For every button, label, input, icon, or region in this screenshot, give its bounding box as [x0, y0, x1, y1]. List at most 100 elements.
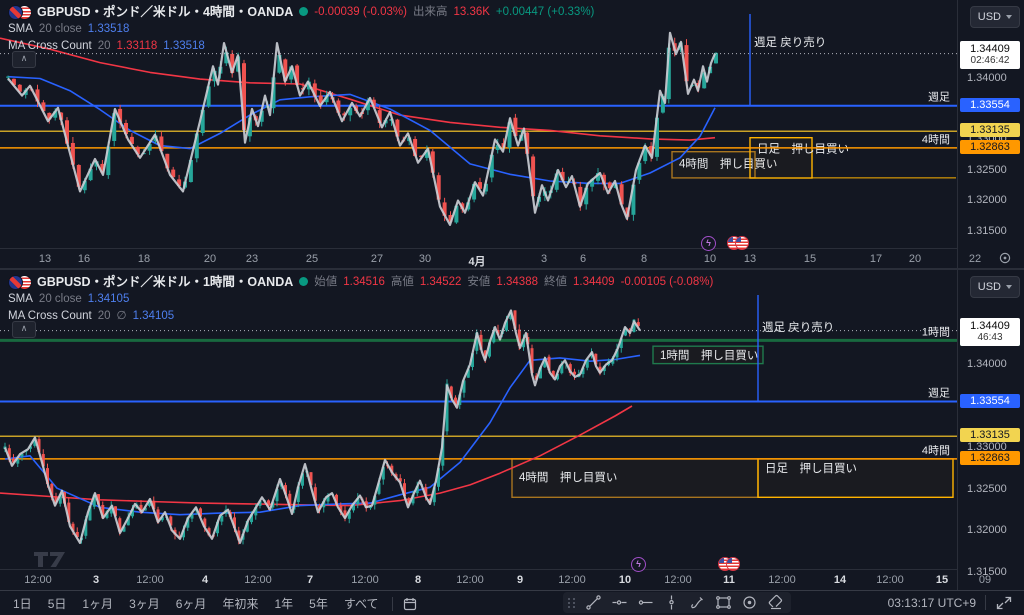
annotation-box [671, 150, 756, 179]
ma-cross-value-blue: 1.33518 [163, 39, 205, 52]
price-axis-4h[interactable]: 1.345001.340001.330001.325001.320001.315… [958, 0, 1024, 268]
last-price-value: 1.34409 [970, 43, 1010, 55]
chevron-down-icon [1006, 285, 1012, 289]
horizontal-line-tool-button[interactable] [633, 593, 657, 612]
horizontal-ray-tool-button[interactable] [607, 593, 631, 612]
symbol-title-4h[interactable]: GBPUSD・ポンド／米ドル・4時間・OANDA [37, 4, 294, 19]
range-tab-1ヶ月[interactable]: 1ヶ月 [82, 597, 114, 611]
sma-params: 20 close [38, 22, 82, 35]
time-tick: 6 [579, 253, 587, 265]
legend-1h: GBPUSD・ポンド／米ドル・1時間・OANDA 始値 1.34516 高値 1… [8, 273, 713, 324]
indicator-sma[interactable]: SMA [8, 292, 33, 305]
indicator-ma-cross[interactable]: MA Cross Count [8, 309, 92, 322]
chart-panel-1h: 1時間 押し目買い 4時間 押し目買い 日足 押し目買い 1時間 週足 4時間 週足 戻り売… [0, 270, 1024, 589]
time-tick: 15 [803, 253, 817, 265]
bar-countdown: 46:43 [977, 332, 1003, 343]
range-tab-5日[interactable]: 5日 [47, 597, 67, 611]
price-level-badge: 1.33554 [960, 98, 1020, 112]
ma-cross-empty-symbol: ∅ [116, 309, 127, 322]
annotation-box-label: 4時間 押し目買い [679, 157, 777, 171]
currency-unit-button[interactable]: USD [969, 6, 1020, 28]
fullscreen-icon[interactable] [996, 596, 1012, 610]
symbol-title-1h[interactable]: GBPUSD・ポンド／米ドル・1時間・OANDA [37, 274, 294, 289]
sma-params: 20 close [38, 292, 82, 305]
time-tick: 14 [833, 574, 847, 586]
price-level-badge: 1.33135 [960, 123, 1020, 137]
toolbar-divider [391, 596, 393, 611]
price-tick: 1.32000 [967, 524, 1007, 536]
price-tick: 1.31500 [967, 566, 1007, 578]
panel-divider[interactable] [0, 268, 1024, 270]
price-level-badge: 1.33135 [960, 428, 1020, 442]
axis-separator [957, 0, 958, 590]
us-economic-events-icon[interactable] [727, 236, 749, 250]
range-tab-5年[interactable]: 5年 [309, 597, 328, 611]
time-tick: 12:00 [351, 574, 379, 586]
candlestick-series [3, 310, 640, 545]
range-tab-年初来[interactable]: 年初来 [222, 597, 259, 611]
economic-event-icon[interactable]: ϟ [631, 557, 646, 572]
time-tick: 3 [540, 253, 548, 265]
range-tab-6ヶ月[interactable]: 6ヶ月 [175, 597, 207, 611]
vertical-line-tool-button[interactable] [659, 593, 683, 612]
brush-tool-button[interactable] [685, 593, 709, 612]
annotation-box-label: 日足 押し目買い [765, 461, 857, 475]
go-to-date-icon[interactable] [399, 594, 421, 614]
toolbar-drag-handle[interactable] [568, 597, 576, 608]
high-value: 1.34522 [419, 275, 462, 288]
annotation-note: 週足 戻り売り [754, 36, 826, 49]
time-axis-4h[interactable]: 13 16 18 20 23 25 27 30 4月 3 6 8 10 13 15 17 20 22 [0, 248, 981, 269]
circle-tool-button[interactable] [737, 593, 761, 612]
price-axis-1h[interactable]: 1.345001.340001.330001.325001.320001.315… [958, 270, 1024, 589]
time-tick: 13 [743, 253, 757, 265]
gbpusd-pair-icon [8, 4, 32, 20]
price-tick: 1.32500 [967, 164, 1007, 176]
collapse-legend-button[interactable]: ∧ [12, 51, 36, 68]
time-tick: 7 [306, 574, 314, 586]
currency-unit-label: USD [977, 281, 1001, 293]
range-tab-3ヶ月[interactable]: 3ヶ月 [129, 597, 160, 611]
annotation-box [749, 136, 813, 179]
indicator-ma-cross[interactable]: MA Cross Count [8, 39, 92, 52]
price-level-badge: 1.32863 [960, 451, 1020, 465]
axis-settings-icon[interactable] [997, 250, 1013, 266]
time-tick: 15 [935, 574, 949, 586]
currency-unit-label: USD [977, 11, 1001, 23]
currency-unit-button[interactable]: USD [969, 276, 1020, 298]
time-tick: 8 [414, 574, 422, 586]
annotation-box [652, 345, 764, 365]
range-tab-1日[interactable]: 1日 [13, 597, 32, 611]
price-tick: 1.32000 [967, 194, 1007, 206]
price-level-badge: 1.33554 [960, 394, 1020, 408]
us-economic-events-icon[interactable] [718, 557, 740, 571]
statusbar-divider [985, 595, 986, 610]
economic-event-icon[interactable]: ϟ [701, 236, 716, 251]
last-price-label: 1.34409 02:46:42 [960, 41, 1020, 69]
time-tick: 12:00 [558, 574, 586, 586]
time-tick: 10 [618, 574, 632, 586]
time-tick: 10 [703, 253, 717, 265]
price-tick: 1.32500 [967, 483, 1007, 495]
time-tick: 20 [203, 253, 217, 265]
time-tick: 13 [38, 253, 52, 265]
range-tab-1年[interactable]: 1年 [274, 597, 294, 611]
time-tick: 11 [723, 574, 735, 586]
indicator-sma[interactable]: SMA [8, 22, 33, 35]
annotation-box-label: 1時間 押し目買い [660, 348, 758, 362]
rectangle-tool-button[interactable] [711, 593, 735, 612]
eraser-tool-button[interactable] [763, 593, 787, 612]
price-level-label: 4時間 [922, 444, 950, 457]
trend-line-tool-button[interactable] [581, 593, 605, 612]
range-tab-すべて[interactable]: すべて [343, 597, 379, 611]
market-status-icon [299, 277, 309, 286]
time-tick: 3 [92, 574, 100, 586]
time-tick: 18 [137, 253, 151, 265]
clock[interactable]: 03:13:17 UTC+9 [887, 596, 976, 610]
sma-value: 1.33518 [87, 22, 130, 35]
time-axis-1h[interactable]: 12:00 3 12:00 4 12:00 7 12:00 8 12:00 9 12:00 10 12:… [0, 569, 991, 590]
time-tick: 27 [370, 253, 384, 265]
collapse-legend-button[interactable]: ∧ [12, 321, 36, 338]
